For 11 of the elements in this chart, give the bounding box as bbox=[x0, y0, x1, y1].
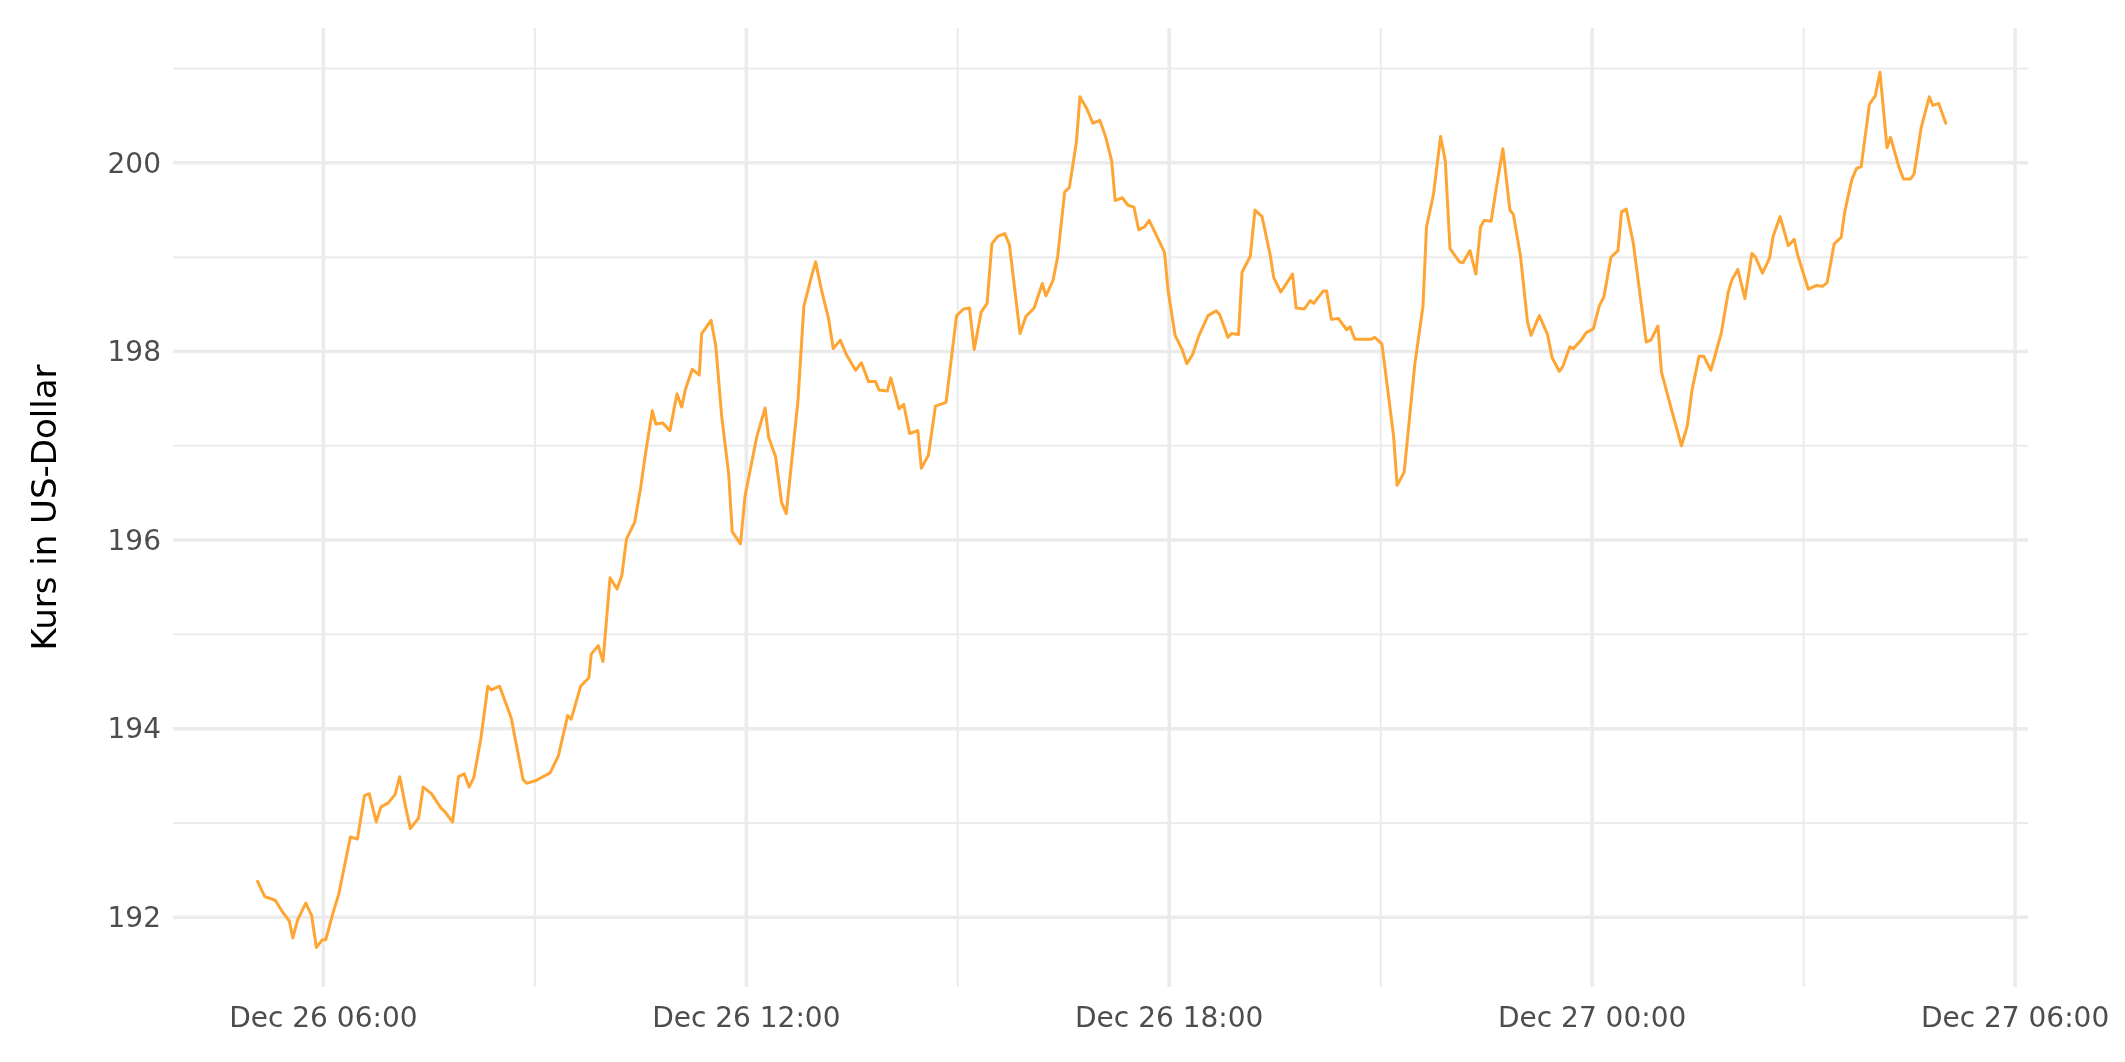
x-tick-label: Dec 26 12:00 bbox=[652, 1001, 841, 1034]
x-tick-label: Dec 27 00:00 bbox=[1498, 1001, 1687, 1034]
y-tick-label: 200 bbox=[107, 146, 161, 180]
x-tick-label: Dec 27 06:00 bbox=[1920, 1001, 2110, 1034]
y-tick-label: 192 bbox=[107, 901, 161, 935]
x-tick-label: Dec 26 06:00 bbox=[229, 1001, 418, 1034]
x-tick-label: Dec 26 18:00 bbox=[1075, 1001, 1264, 1034]
y-tick-label: 198 bbox=[107, 335, 161, 369]
y-tick-label: 196 bbox=[107, 523, 161, 557]
y-axis-title: Kurs in US-Dollar bbox=[24, 364, 64, 651]
y-tick-label: 194 bbox=[107, 712, 161, 746]
